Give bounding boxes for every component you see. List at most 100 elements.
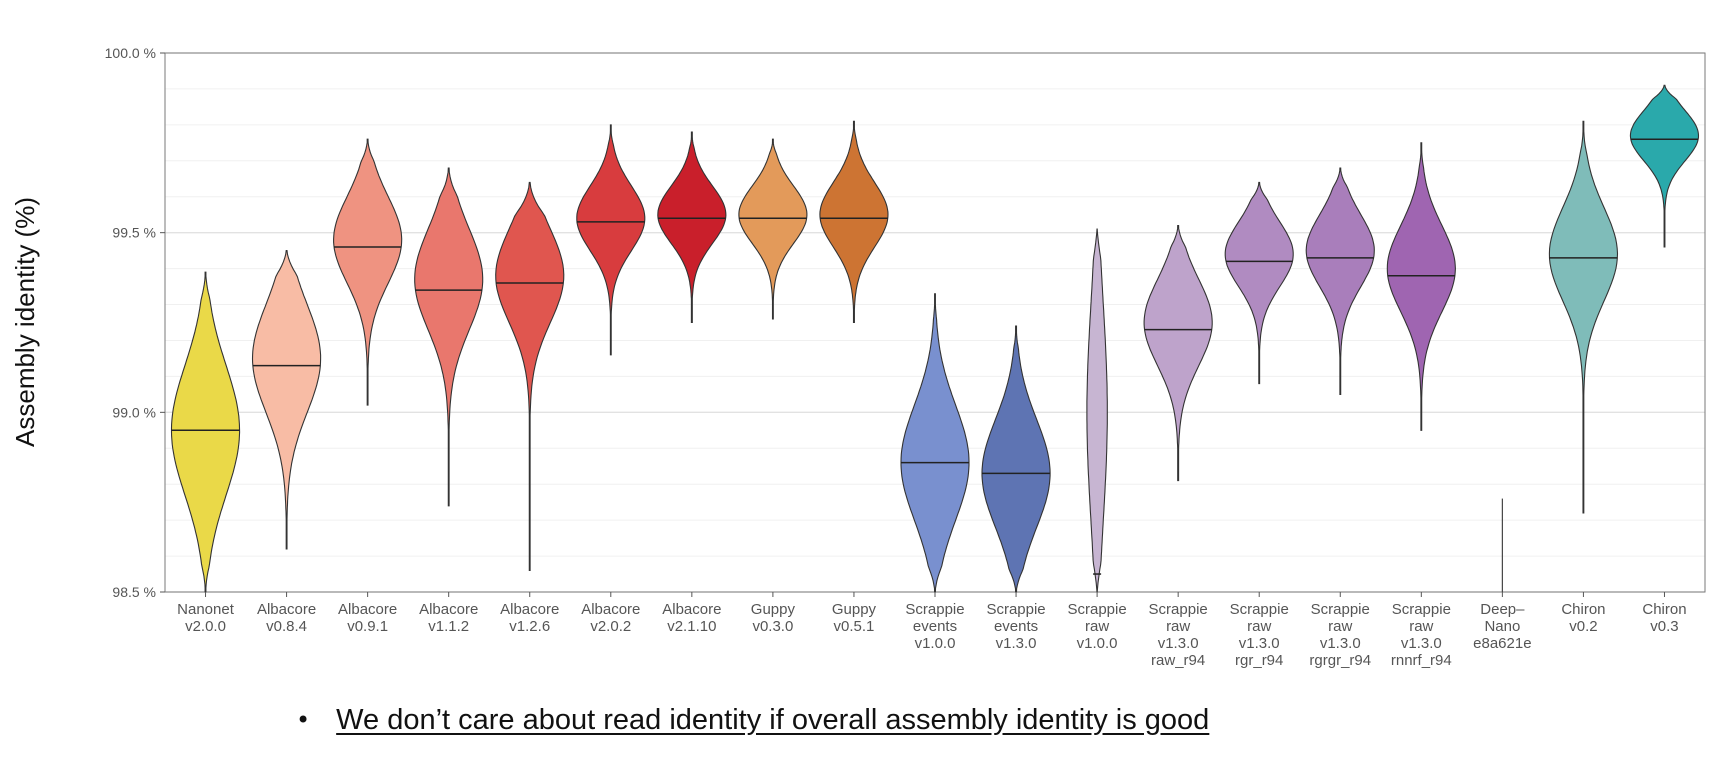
y-axis-ticks: 98.5 % 99.0 % 99.5 % 100.0 % xyxy=(105,45,165,600)
x-category-label: Albacore v1.1.2 xyxy=(419,601,478,635)
violin-body xyxy=(1305,167,1375,395)
violin-3 xyxy=(414,167,484,507)
x-category-label-line: v0.5.1 xyxy=(834,618,875,635)
x-category-label-line: v1.0.0 xyxy=(1077,635,1118,652)
violin-0 xyxy=(170,271,241,593)
x-category-label: Guppy v0.3.0 xyxy=(751,601,796,635)
violin-body xyxy=(495,181,565,571)
x-category-label-line: events xyxy=(913,618,957,635)
x-category-label: Albacore v0.8.4 xyxy=(257,601,316,635)
violin-body xyxy=(576,124,646,356)
x-category-label-line: v0.8.4 xyxy=(266,618,307,635)
x-category-label-line: Albacore xyxy=(662,601,721,618)
x-category-label-line: rgr_r94 xyxy=(1235,652,1283,669)
violin-body xyxy=(251,250,322,550)
violin-body xyxy=(1143,224,1213,482)
violin-18 xyxy=(1629,84,1700,248)
violin-15 xyxy=(1386,142,1456,431)
x-category-label: Scrappie raw v1.3.0 raw_r94 xyxy=(1149,601,1208,669)
x-category-label: Albacore v2.1.10 xyxy=(662,601,721,635)
x-category-label-line: Scrappie xyxy=(986,601,1045,618)
x-category-label-line: v1.3.0 xyxy=(996,635,1037,652)
violin-body xyxy=(414,167,484,507)
x-category-label: Albacore v0.9.1 xyxy=(338,601,397,635)
x-category-label-line: v1.3.0 xyxy=(1320,635,1361,652)
x-category-label-line: raw xyxy=(1409,618,1433,635)
x-category-label-line: v1.1.2 xyxy=(428,618,469,635)
violin-body xyxy=(819,120,889,324)
violin-2 xyxy=(333,138,403,406)
violin-body xyxy=(1086,228,1108,593)
y-tick-label: 100.0 % xyxy=(105,45,156,61)
x-category-label: Scrappie events v1.0.0 xyxy=(905,601,964,652)
violin-1 xyxy=(251,250,322,550)
x-category-label: Chiron v0.3 xyxy=(1642,601,1686,635)
x-category-label: Scrappie events v1.3.0 xyxy=(986,601,1045,652)
x-category-label-line: Guppy xyxy=(832,601,877,618)
x-category-label-line: v0.3 xyxy=(1650,618,1678,635)
x-category-label-line: Scrappie xyxy=(905,601,964,618)
x-category-label: Albacore v1.2.6 xyxy=(500,601,559,635)
violin-6 xyxy=(657,131,727,324)
x-category-label-line: v1.2.6 xyxy=(509,618,550,635)
x-category-label-line: v0.2 xyxy=(1569,618,1597,635)
x-category-label-line: Chiron xyxy=(1561,601,1605,618)
footer-note-text: We don’t care about read identity if ove… xyxy=(336,703,1210,736)
bullet-point: • xyxy=(296,706,311,734)
y-axis-label: Assembly identity (%) xyxy=(10,197,40,447)
x-category-label-line: events xyxy=(994,618,1038,635)
violin-body xyxy=(657,131,727,324)
x-category-label-line: v1.3.0 xyxy=(1158,635,1199,652)
y-tick-label: 99.0 % xyxy=(112,404,156,420)
x-category-label-line: Albacore xyxy=(581,601,640,618)
violin-10 xyxy=(981,325,1051,593)
x-category-label: Scrappie raw v1.3.0 rnnrf_r94 xyxy=(1391,601,1452,669)
x-category-label-line: Albacore xyxy=(419,601,478,618)
x-category-label-line: v1.3.0 xyxy=(1239,635,1280,652)
footer-note: • We don’t care about read identity if o… xyxy=(296,700,1209,740)
x-category-label: Scrappie raw v1.0.0 xyxy=(1068,601,1127,652)
x-category-label-line: v2.0.0 xyxy=(185,618,226,635)
violin-4 xyxy=(495,181,565,571)
x-category-label-line: v0.3.0 xyxy=(752,618,793,635)
x-category-label: Albacore v2.0.2 xyxy=(581,601,640,635)
x-category-label-line: rgrgr_r94 xyxy=(1309,652,1371,669)
violin-chart: 98.5 % 99.0 % 99.5 % 100.0 % Nanonet v2.0.0 A… xyxy=(10,45,1706,669)
x-category-label-line: raw xyxy=(1166,618,1190,635)
violin-body xyxy=(170,271,241,593)
violin-body xyxy=(1386,142,1456,431)
x-category-label-line: raw xyxy=(1247,618,1271,635)
violin-9 xyxy=(900,293,970,593)
y-tick-label: 98.5 % xyxy=(112,584,156,600)
x-category-label-line: v2.1.10 xyxy=(667,618,716,635)
violin-13 xyxy=(1224,181,1294,385)
violin-body xyxy=(1548,120,1619,514)
x-category-label: Scrappie raw v1.3.0 rgr_r94 xyxy=(1230,601,1289,669)
violin-body xyxy=(900,293,970,593)
x-category-label-line: v1.3.0 xyxy=(1401,635,1442,652)
x-category-label-line: Scrappie xyxy=(1068,601,1127,618)
x-category-label-line: rnnrf_r94 xyxy=(1391,652,1452,669)
y-tick-label: 99.5 % xyxy=(112,225,156,241)
x-category-label-line: Nanonet xyxy=(177,601,235,618)
x-category-label-line: Scrappie xyxy=(1230,601,1289,618)
violin-8 xyxy=(819,120,889,324)
violin-17 xyxy=(1548,120,1619,514)
x-category-label-line: v2.0.2 xyxy=(590,618,631,635)
x-category-label-line: Guppy xyxy=(751,601,796,618)
violin-11 xyxy=(1086,228,1108,593)
x-category-label-line: Scrappie xyxy=(1149,601,1208,618)
x-category-label-line: raw xyxy=(1085,618,1109,635)
x-category-label-line: v0.9.1 xyxy=(347,618,388,635)
x-category-label-line: v1.0.0 xyxy=(915,635,956,652)
violin-body xyxy=(738,138,808,320)
x-category-label: Deep– Nano e8a621e xyxy=(1473,601,1531,652)
x-category-label-line: Albacore xyxy=(257,601,316,618)
violin-body xyxy=(1224,181,1294,385)
violin-7 xyxy=(738,138,808,320)
x-category-label-line: raw_r94 xyxy=(1151,652,1205,669)
violin-body xyxy=(333,138,403,406)
x-category-label: Nanonet v2.0.0 xyxy=(177,601,235,635)
violin-5 xyxy=(576,124,646,356)
